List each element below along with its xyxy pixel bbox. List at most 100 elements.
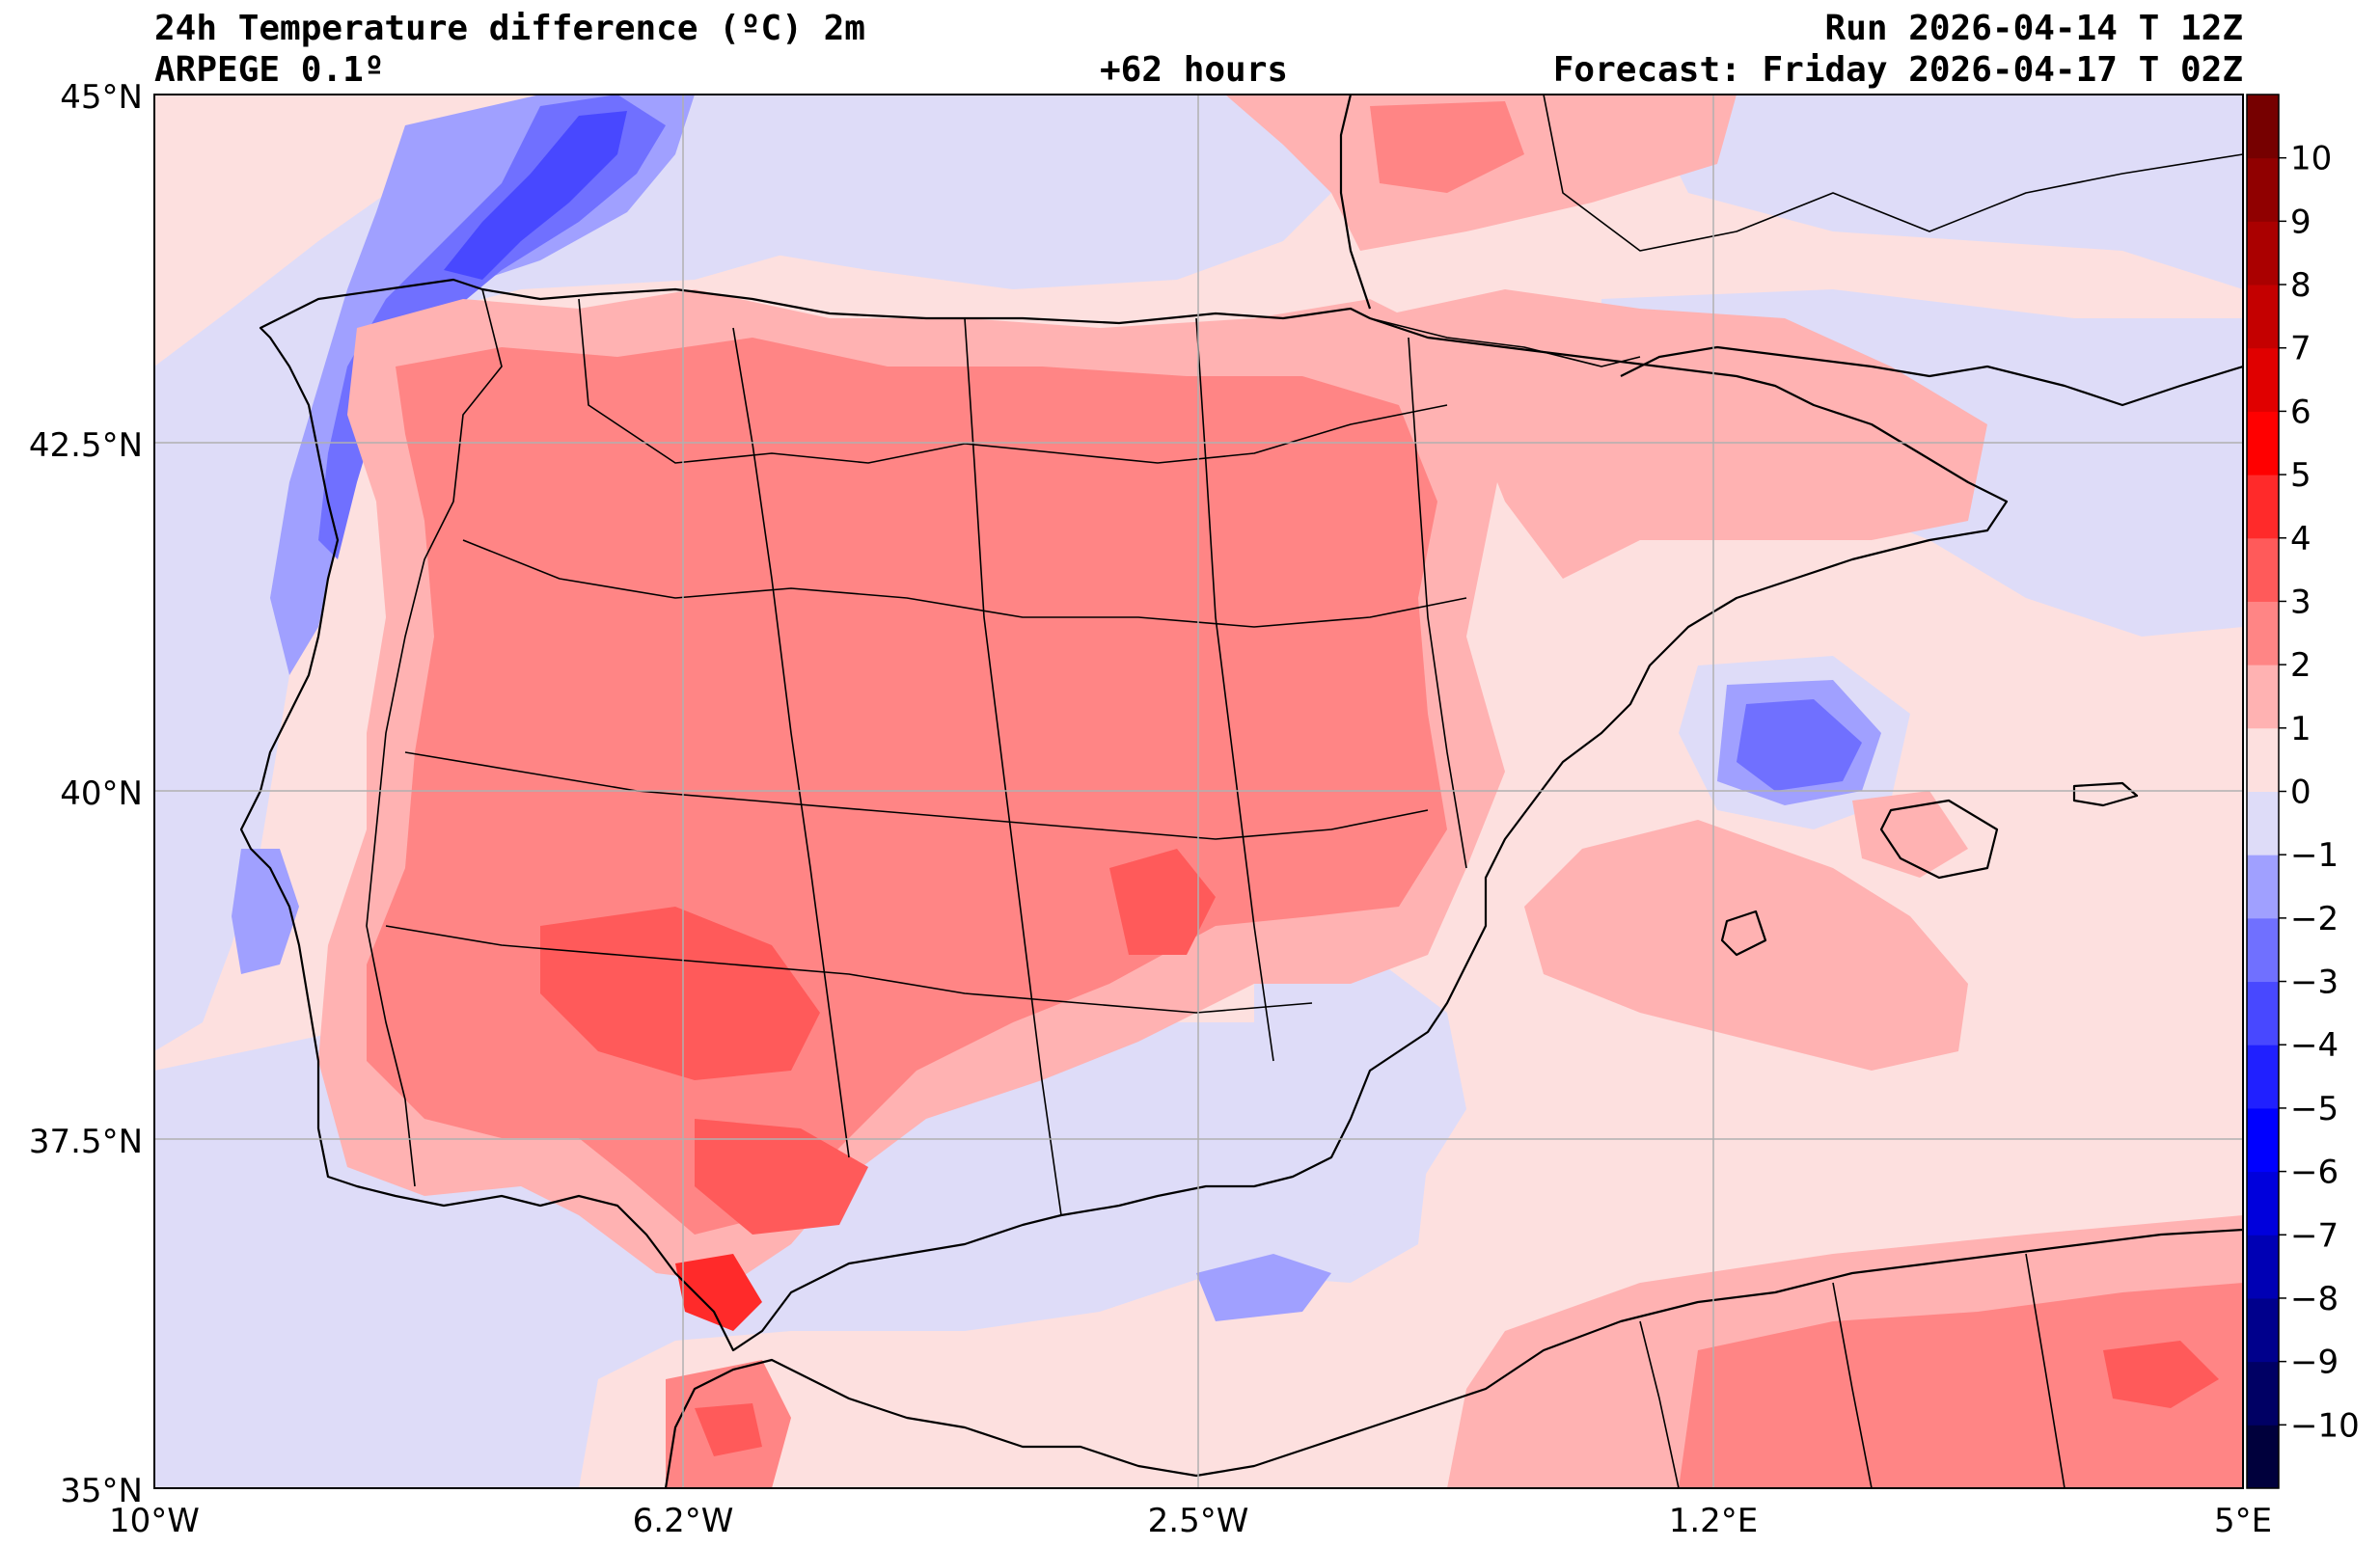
- cool-area-galicia-core: [444, 111, 627, 280]
- colorbar-tick-label: −8: [2290, 1280, 2339, 1318]
- colorbar-tick-label: −10: [2290, 1406, 2360, 1445]
- colorbar-segment: [2247, 1107, 2279, 1173]
- colorbar-tick-label: 8: [2290, 266, 2312, 305]
- colorbar-segment: [2247, 727, 2279, 792]
- lat-label-40n: 40°N: [60, 774, 143, 813]
- colorbar-segment: [2247, 791, 2279, 855]
- warm-area-mallorca: [1852, 791, 1968, 878]
- colorbar-segment: [2247, 601, 2279, 665]
- colorbar-segment: [2247, 411, 2279, 475]
- coastline-mallorca: [1879, 799, 1999, 880]
- border-province-5: [732, 327, 850, 1158]
- lon-label-2.5w: 2.5°W: [1148, 1502, 1249, 1540]
- border-north-africa: [1639, 1253, 2065, 1488]
- colorbar-segment: [2247, 1425, 2279, 1489]
- colorbar-segment: [2247, 1171, 2279, 1236]
- colorbar-tick-label: −1: [2290, 836, 2339, 875]
- lat-label-42.5n: 42.5°N: [29, 426, 143, 465]
- colorbar-tick-label: 1: [2290, 710, 2312, 748]
- warm-area-north-africa-mid: [1679, 1283, 2243, 1488]
- colorbar-segment: [2247, 855, 2279, 919]
- cool-area-balearic-sea-core: [1737, 699, 1862, 791]
- cool-area-north-sub: [270, 95, 695, 675]
- warm-area-algeria-east: [2103, 1341, 2219, 1408]
- colorbar-segment: [2247, 981, 2279, 1046]
- warm-area-balearic-sea: [1524, 820, 1968, 1071]
- cool-area-portugal-coast: [232, 849, 299, 974]
- lat-label-37.5n: 37.5°N: [29, 1123, 143, 1161]
- border-province-7: [1195, 317, 1274, 1062]
- colorbar-tick-label: 4: [2290, 520, 2312, 558]
- colorbar-tick-label: 10: [2290, 140, 2332, 178]
- colorbar-tick-label: −6: [2290, 1154, 2339, 1192]
- coastline-iberia: [239, 278, 2009, 1352]
- colorbar-segment: [2247, 665, 2279, 729]
- cool-area-ligurian: [1640, 95, 2243, 289]
- colorbar-tick-label: −2: [2290, 900, 2339, 938]
- lon-label-1.2e: 1.2°E: [1669, 1502, 1759, 1540]
- warming-areas: [318, 95, 2243, 1488]
- colorbar-tick-label: 5: [2290, 456, 2312, 495]
- warm-area-la-mancha: [1109, 849, 1216, 955]
- graticule: [154, 95, 2243, 1488]
- border-province-1: [578, 298, 1448, 464]
- coastline-france: [1339, 95, 1372, 310]
- border-province-3: [404, 751, 1429, 840]
- lead-time-label: +62 hours: [1100, 50, 1289, 90]
- lat-label-45n: 45°N: [60, 78, 143, 117]
- lon-axis-labels: 10°W 6.2°W 2.5°W 1.2°E 5°E: [109, 1502, 2272, 1540]
- colorbar-tick-label: 6: [2290, 393, 2312, 431]
- map-frame: [153, 94, 2244, 1489]
- warm-area-france-mid: [1370, 101, 1524, 193]
- cool-area-alboran: [1196, 1254, 1331, 1321]
- colorbar-tick-label: 3: [2290, 583, 2312, 621]
- cool-area-galicia-strong: [318, 95, 666, 559]
- warm-area-cadiz: [675, 1254, 762, 1331]
- colorbar-tick-label: 2: [2290, 646, 2312, 685]
- colorbar-segment: [2247, 221, 2279, 285]
- border-province-6: [964, 317, 1062, 1216]
- lat-label-35n: 35°N: [60, 1472, 143, 1510]
- cool-area-southeast: [1254, 955, 1466, 1225]
- coastline-ibiza: [1720, 910, 1767, 957]
- colorbar-segment: [2247, 1297, 2279, 1363]
- colorbar-tick-label: −7: [2290, 1216, 2339, 1255]
- lon-label-6.2w: 6.2°W: [633, 1502, 734, 1540]
- colorbar-tick-label: 0: [2290, 774, 2312, 812]
- border-france-regions: [1543, 95, 2243, 252]
- coastlines: [239, 95, 2243, 1488]
- cool-area-bay-of-biscay: [637, 95, 1360, 289]
- colorbar-segment: [2247, 917, 2279, 983]
- colorbar-segment: [2247, 285, 2279, 349]
- lon-label-10w: 10°W: [109, 1502, 200, 1540]
- coastline-north-africa: [664, 1228, 2243, 1488]
- colorbar-segment: [2247, 1235, 2279, 1299]
- colorbar-segment: [2247, 347, 2279, 412]
- warm-area-morocco-core: [695, 1403, 762, 1456]
- lon-label-5e: 5°E: [2214, 1502, 2272, 1540]
- warm-area-guadalquivir: [695, 1119, 868, 1235]
- colorbar-segment: [2247, 475, 2279, 539]
- coastline-menorca: [2072, 781, 2139, 807]
- colorbar-tick-label: 7: [2290, 330, 2312, 368]
- colorbar-tick-label: −4: [2290, 1026, 2339, 1065]
- colorbar-segment: [2247, 95, 2279, 159]
- colorbar-segment: [2247, 537, 2279, 602]
- colorbar-segment: [2247, 1361, 2279, 1426]
- colorbar-tick-label: −9: [2290, 1344, 2339, 1382]
- colorbar-segment: [2247, 157, 2279, 222]
- run-label: Run 2026-04-14 T 12Z: [1824, 9, 2243, 48]
- lat-axis-labels: 45°N 42.5°N 40°N 37.5°N 35°N: [29, 78, 143, 1510]
- colorbar-tick-label: −3: [2290, 964, 2339, 1002]
- map-title: 24h Temperature difference (ºC) 2m: [154, 9, 865, 48]
- border-province-4: [385, 925, 1313, 1014]
- forecast-label: Forecast: Friday 2026-04-17 T 02Z: [1552, 50, 2243, 90]
- border-spain-portugal: [366, 288, 503, 1187]
- colorbar-tick-label: 9: [2290, 203, 2312, 241]
- admin-borders: [366, 95, 2243, 1488]
- model-label: ARPEGE 0.1º: [154, 50, 385, 90]
- warm-area-extremadura: [540, 907, 820, 1080]
- colorbar-segment: [2247, 1045, 2279, 1109]
